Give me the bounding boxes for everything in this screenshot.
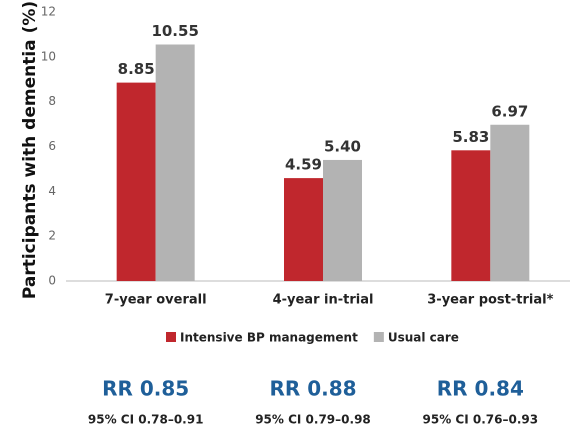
rr-label: RR 0.85 — [102, 377, 189, 401]
ci-label: 95% CI 0.76–0.93 — [423, 413, 539, 427]
data-label: 8.85 — [118, 60, 155, 78]
y-tick-label: 0 — [48, 274, 56, 288]
y-tick-label: 6 — [48, 139, 56, 153]
bar — [451, 150, 491, 281]
rr-label: RR 0.88 — [269, 377, 356, 401]
ci-label: 95% CI 0.78–0.91 — [88, 413, 204, 427]
x-tick-label: 3-year post-trial* — [427, 293, 553, 308]
y-tick-label: 4 — [48, 184, 56, 198]
legend-label: Intensive BP management — [180, 331, 358, 345]
x-tick-label: 7-year overall — [105, 293, 207, 308]
y-tick-label: 8 — [48, 94, 56, 108]
bar — [155, 44, 195, 281]
bar — [490, 124, 530, 282]
y-tick-label: 2 — [48, 229, 56, 243]
rr-label: RR 0.84 — [437, 377, 524, 401]
data-label: 4.59 — [285, 156, 322, 174]
x-tick-label: 4-year in-trial — [273, 293, 374, 308]
data-label: 5.83 — [452, 128, 489, 146]
bar — [323, 159, 362, 281]
legend-label: Usual care — [388, 331, 459, 345]
bar — [116, 82, 156, 281]
data-label: 10.55 — [151, 22, 198, 40]
data-label: 6.97 — [491, 102, 528, 120]
y-tick-label: 10 — [41, 49, 56, 63]
bar — [284, 178, 323, 281]
ci-label: 95% CI 0.79–0.98 — [255, 413, 371, 427]
legend-swatch — [373, 332, 384, 342]
y-axis-label: Participants with dementia (%) — [20, 1, 40, 299]
data-label: 5.40 — [324, 137, 361, 155]
y-tick-label: 12 — [41, 5, 56, 19]
legend-swatch — [166, 332, 176, 342]
